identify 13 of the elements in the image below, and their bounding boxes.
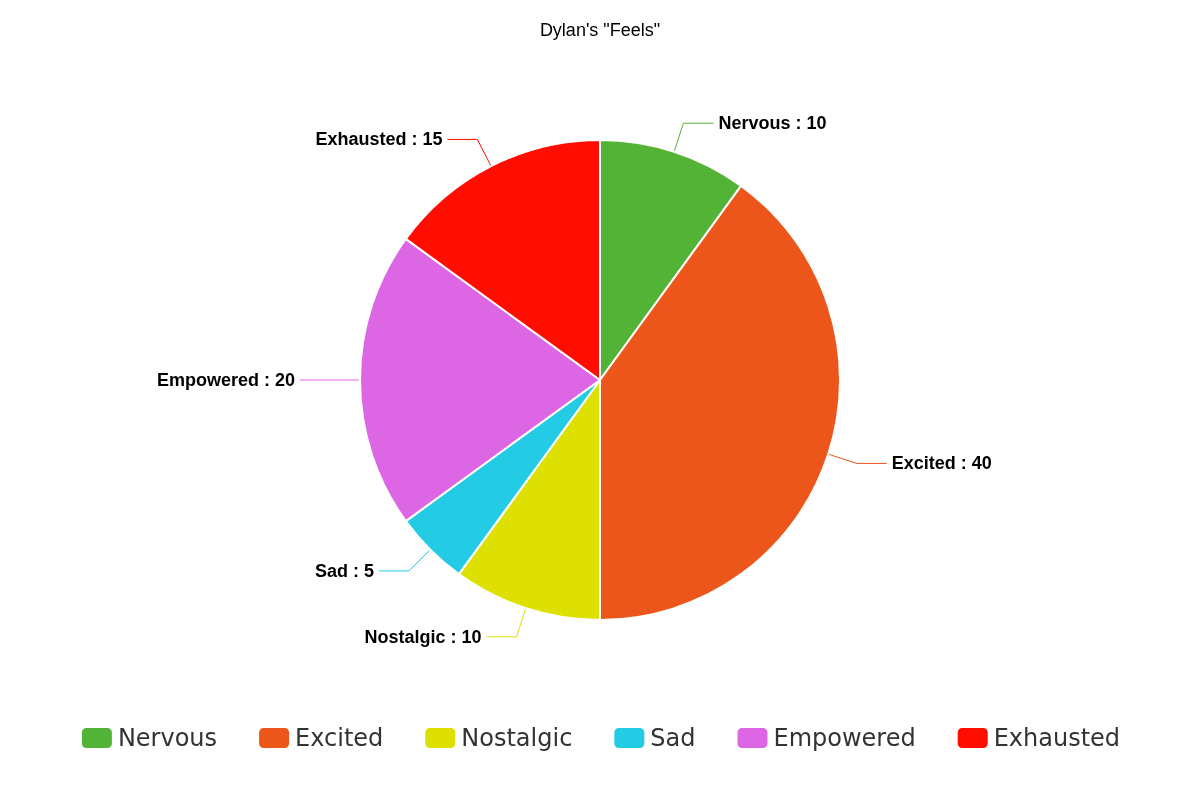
data-label: Empowered : 20 [156,370,295,390]
legend-label: Sad [650,724,696,752]
legend-label: Nervous [117,724,218,752]
legend-label: Excited [295,724,384,752]
data-label: Exhausted : 15 [315,129,443,150]
chart-title: Dylan's "Feels" [539,20,661,40]
data-label: Nostalgic : 10 [364,626,482,647]
data-label: Excited : 40 [891,453,992,474]
legend-label: Exhausted [993,724,1121,752]
legend-label: Nostalgic [461,724,573,752]
legend-label: Empowered [773,724,916,752]
data-label: Sad : 5 [315,560,375,581]
data-label: Nervous : 10 [718,113,827,134]
